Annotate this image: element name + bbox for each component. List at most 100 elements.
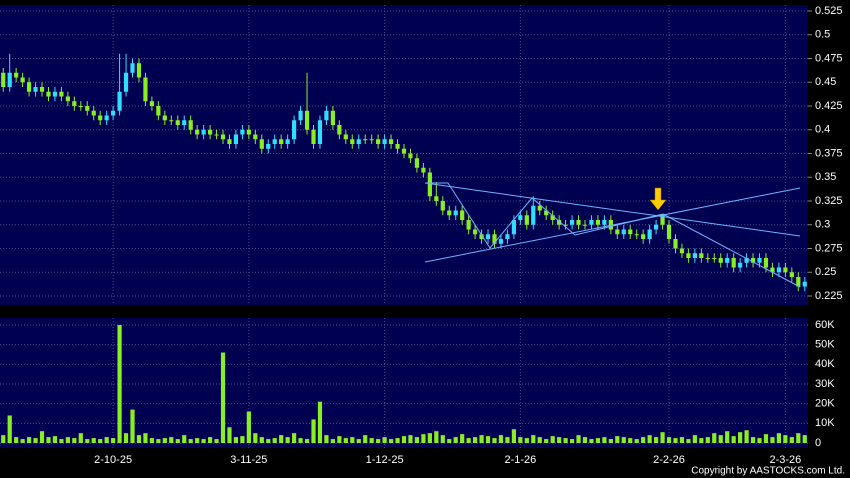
candle-body	[298, 110, 303, 121]
volume-bar	[266, 439, 271, 443]
candle-body	[582, 224, 588, 226]
volume-bar	[26, 437, 32, 443]
trend-line	[662, 213, 801, 288]
candle-body	[356, 139, 361, 144]
volume-bar	[233, 437, 239, 443]
volume-bar	[78, 433, 83, 443]
volume-bar	[731, 436, 736, 443]
trend-line	[424, 187, 801, 263]
volume-bar	[401, 436, 407, 443]
volume-bar	[59, 439, 64, 443]
candle-body	[466, 220, 471, 230]
arrow-marker	[649, 187, 667, 211]
volume-bar	[531, 435, 536, 443]
volume-bar	[466, 438, 471, 443]
volume-tick-label: 30K	[815, 378, 835, 390]
volume-bar	[7, 415, 12, 443]
candle-body	[712, 258, 717, 259]
candle-body	[699, 253, 704, 258]
candle-body	[33, 87, 38, 92]
candle-body	[343, 134, 348, 140]
volume-panel	[0, 318, 808, 448]
candle-body	[705, 258, 710, 259]
candle-body	[253, 134, 258, 140]
candle-body	[85, 106, 90, 111]
y-tick-label: 0.275	[815, 242, 843, 254]
volume-bar	[182, 435, 187, 443]
candle-body	[52, 91, 58, 97]
volume-bar	[220, 352, 226, 443]
candle-body	[666, 224, 672, 239]
volume-bar	[653, 437, 659, 443]
volume-bar	[72, 438, 77, 443]
y-tick-label: 0.3	[815, 219, 830, 231]
volume-bar	[279, 435, 284, 443]
candle-body	[304, 110, 310, 130]
y-tick-label: 0.35	[815, 171, 836, 183]
volume-bar	[447, 439, 452, 443]
candle-body	[673, 239, 678, 249]
candle-body	[78, 106, 83, 107]
candle-body	[292, 120, 297, 140]
candle-body	[776, 267, 782, 273]
volume-bar	[537, 437, 542, 443]
candle-body	[104, 115, 109, 121]
volume-bar	[518, 437, 523, 443]
candle-body	[634, 234, 639, 236]
candle-body	[220, 134, 226, 140]
y-tick-label: 0.5	[815, 29, 830, 41]
candle-body	[653, 224, 659, 230]
volume-bar	[298, 438, 303, 443]
volume-bar	[421, 434, 426, 443]
y-tick-label: 0.45	[815, 76, 836, 88]
volume-bar	[699, 438, 704, 443]
volume-bar	[602, 437, 607, 443]
y-tick-label: 0.25	[815, 266, 836, 278]
candle-body	[240, 129, 245, 135]
candle-body	[65, 96, 70, 102]
volume-bar	[382, 437, 387, 443]
volume-bar	[679, 437, 685, 443]
volume-bar	[595, 438, 601, 443]
candle-body	[117, 91, 122, 111]
zigzag-line	[425, 182, 664, 249]
x-tick-label: 2-3-26	[769, 454, 801, 466]
candle-body	[408, 153, 413, 159]
volume-bar	[246, 411, 251, 443]
candle-body	[363, 139, 368, 141]
candle-body	[783, 267, 788, 273]
candle-body	[750, 258, 756, 263]
candle-body	[317, 120, 323, 144]
candle-body	[207, 129, 213, 135]
x-tick-label: 1-12-25	[366, 454, 404, 466]
candle-body	[46, 91, 51, 97]
volume-bar	[576, 435, 581, 443]
volume-bar	[789, 437, 794, 443]
volume-tick-label: 20K	[815, 398, 835, 410]
volume-tick-label: 50K	[815, 339, 835, 351]
volume-bar	[666, 437, 672, 443]
volume-bar	[195, 438, 200, 443]
volume-bar	[253, 433, 258, 443]
candle-body	[1, 72, 6, 87]
volume-bar	[725, 431, 730, 443]
candle-body	[227, 139, 232, 144]
volume-bar	[111, 438, 116, 443]
volume-bar	[757, 438, 762, 443]
volume-bar	[104, 437, 109, 443]
candle-body	[615, 229, 620, 235]
volume-bar	[434, 431, 439, 443]
candle-body	[492, 234, 497, 244]
candle-body	[279, 139, 284, 144]
candle-body	[479, 234, 484, 239]
volume-bar	[363, 435, 368, 443]
volume-bar	[324, 435, 329, 443]
candle-body	[20, 77, 25, 83]
candle-body	[498, 239, 504, 244]
candle-body	[72, 101, 77, 106]
volume-bar	[712, 433, 717, 443]
volume-bar	[673, 438, 678, 443]
volume-bar	[563, 438, 568, 443]
candle-body	[796, 277, 801, 287]
volume-bar	[763, 434, 769, 443]
